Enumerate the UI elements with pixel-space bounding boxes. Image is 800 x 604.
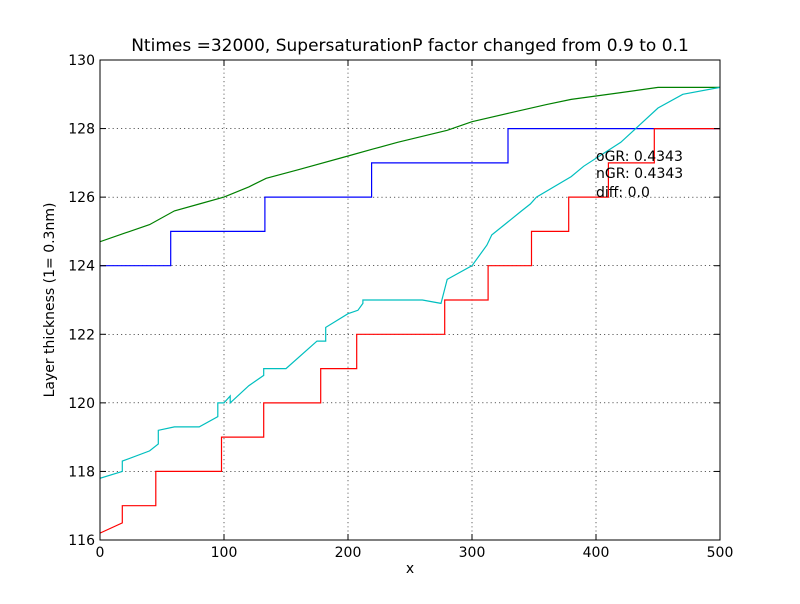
y-tick-label: 118 [68,464,95,480]
x-tick-label: 500 [707,545,734,561]
y-tick-label: 130 [68,53,95,69]
series-line-1 [100,128,720,267]
y-tick-label: 120 [68,396,95,412]
series-line-3 [100,128,720,534]
y-axis-label: Layer thickness (1= 0.3nm) [42,203,58,398]
x-axis-label: x [406,561,414,577]
x-tick-label: 300 [459,545,486,561]
y-tick-label: 124 [68,259,95,275]
x-tick-label: 400 [583,545,610,561]
x-tick-label: 100 [211,545,238,561]
tick-layer: 0 100 200 300 400 500 116 118 120 122 124 126 128 130 [68,53,733,561]
annotation-diff: diff: 0.0 [596,185,650,201]
series-line-2 [100,86,720,479]
annotation-ogr: oGR: 0.4343 [596,149,683,165]
plot-layer [100,86,720,534]
y-tick-label: 128 [68,122,95,138]
x-tick-label: 0 [96,545,105,561]
y-tick-label: 122 [68,327,95,343]
y-tick-label: 116 [68,533,95,549]
y-tick-label: 126 [68,190,95,206]
series-line-0 [100,86,720,243]
annotation-ngr: nGR: 0.4343 [596,166,683,182]
x-tick-label: 200 [335,545,362,561]
chart-title: Ntimes =32000, SupersaturationP factor c… [131,36,689,56]
plot-frame [99,59,721,541]
